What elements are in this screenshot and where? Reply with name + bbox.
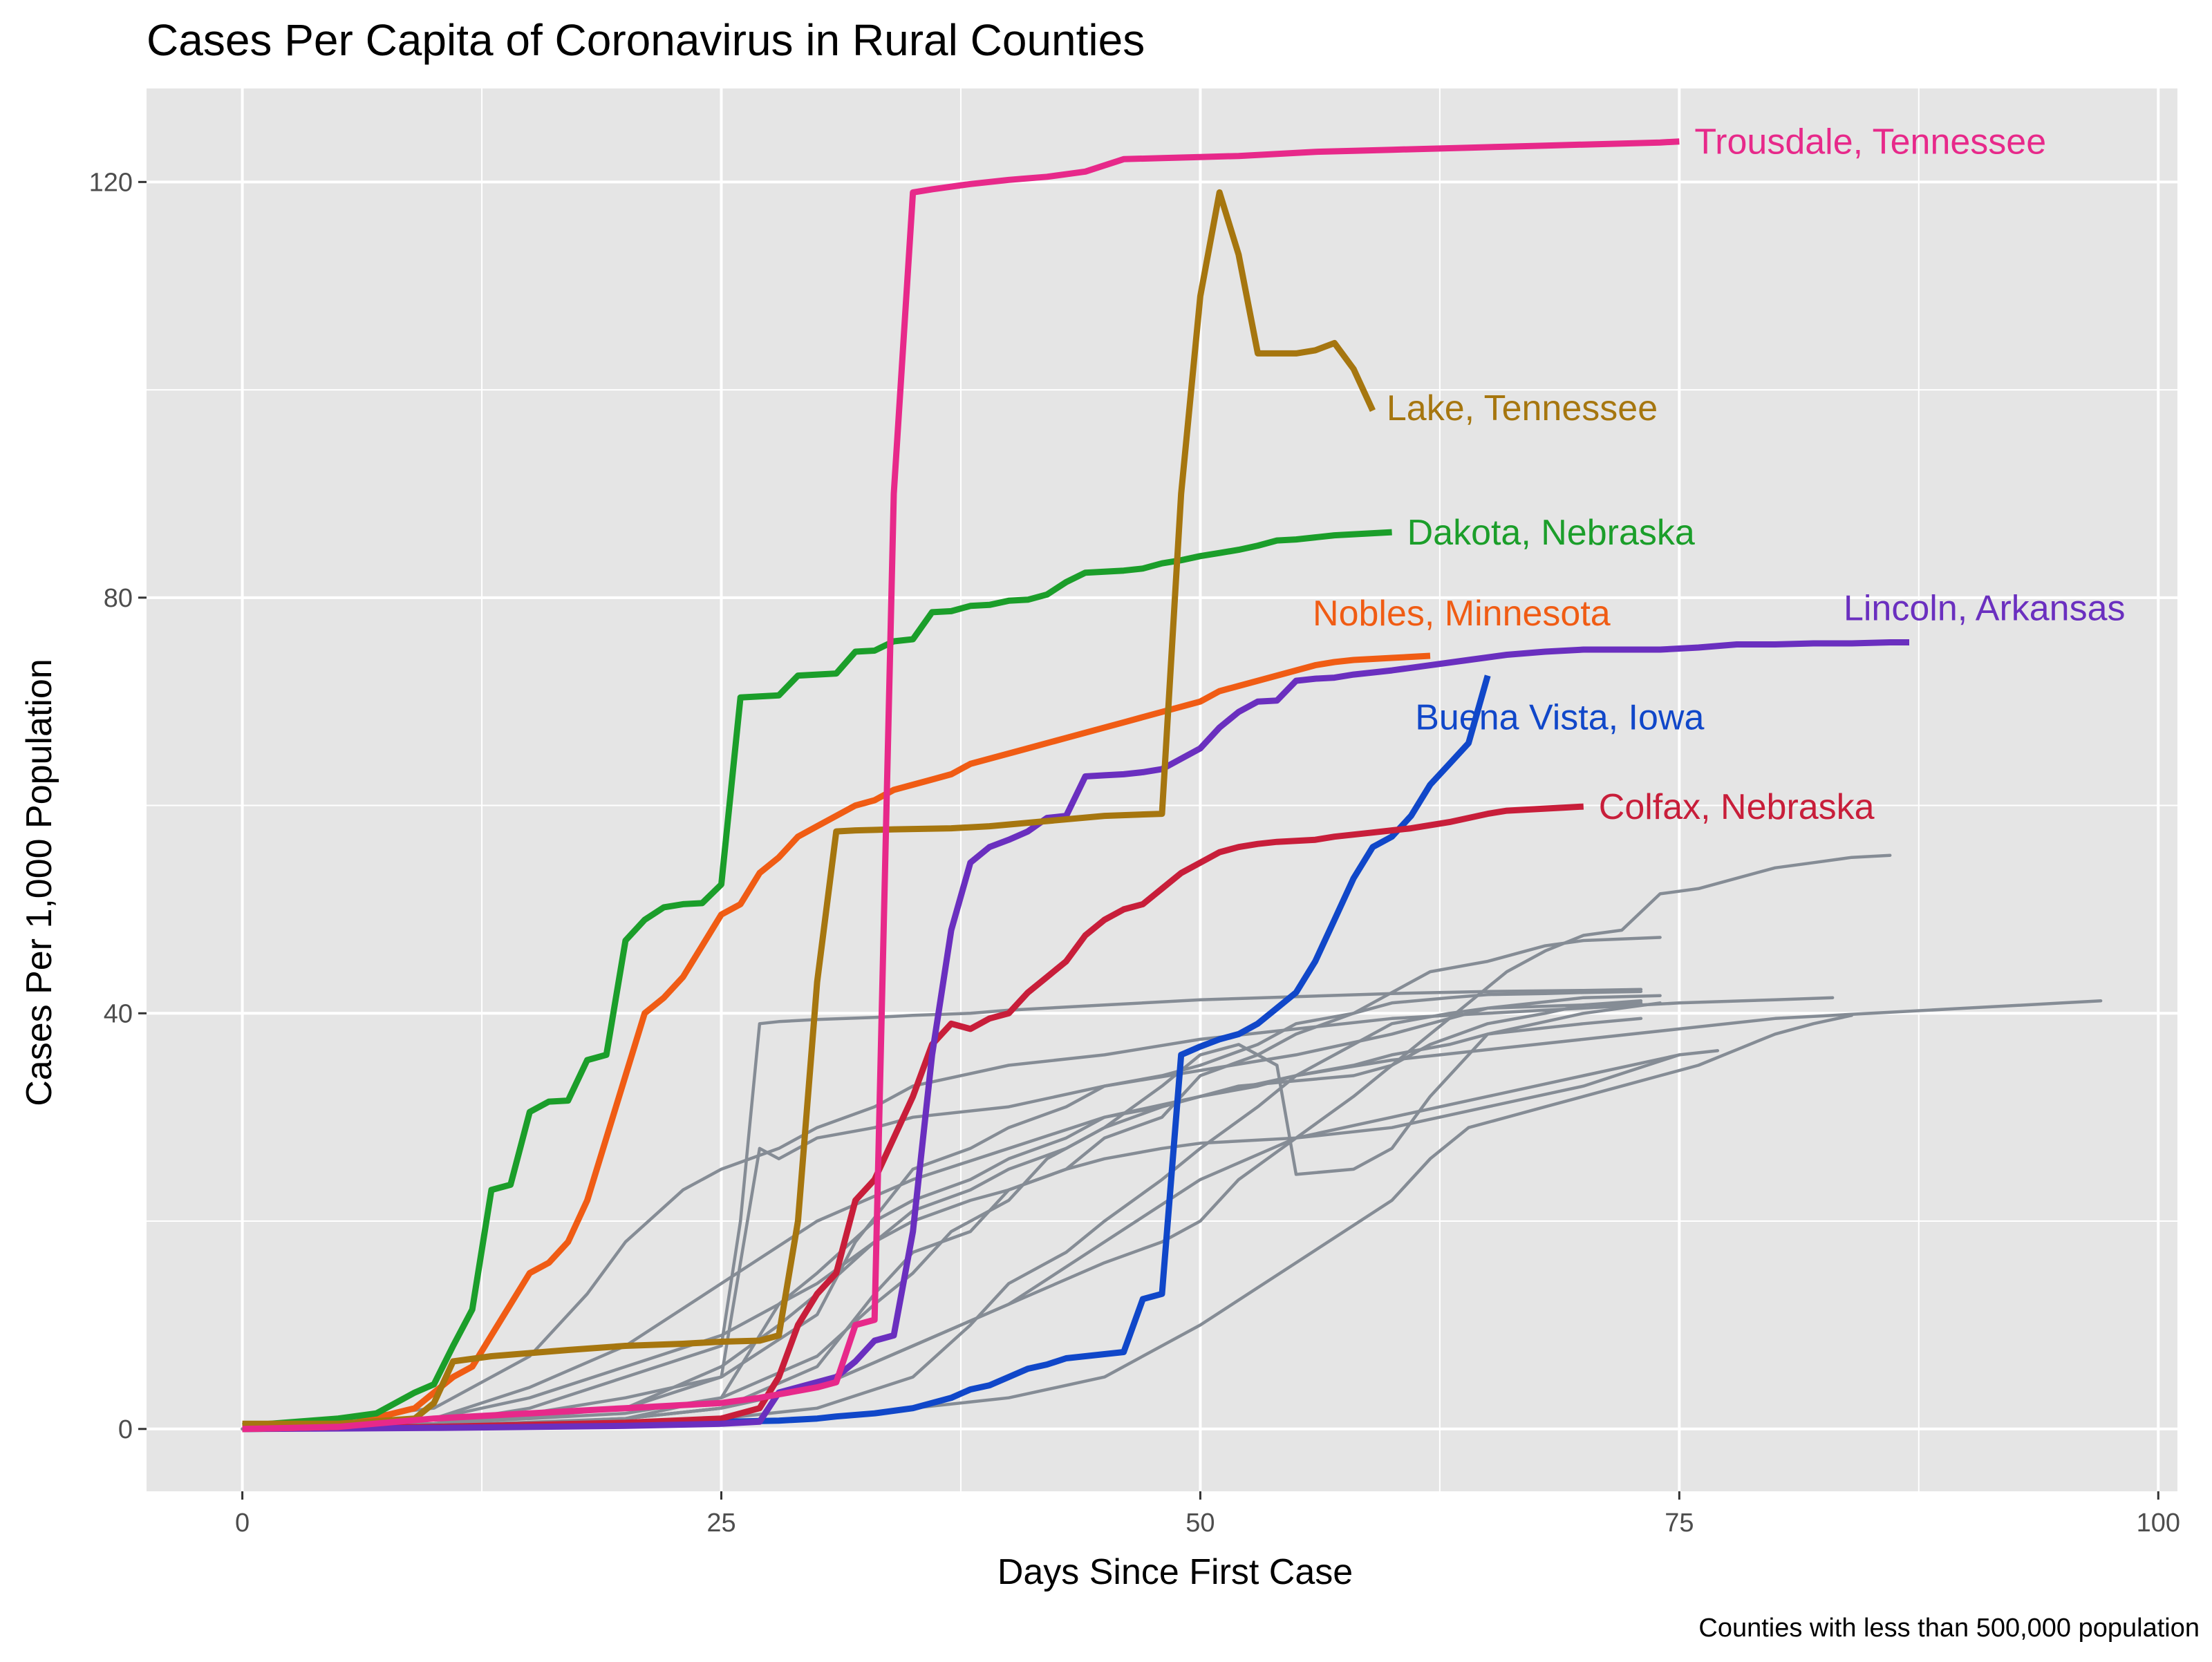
x-axis: 0 25 50 75 100 <box>235 1491 2180 1538</box>
grid-major <box>147 88 2177 1491</box>
series-label-buena-vista-iowa: Buena Vista, Iowa <box>1415 698 1704 738</box>
y-axis: 0 40 80 120 <box>89 168 147 1444</box>
background-series-line-1 <box>241 988 1643 1431</box>
series-label-nobles-minnesota: Nobles, Minnesota <box>1313 594 1611 634</box>
series-line-dakota-nebraska <box>242 529 1392 1429</box>
chart-caption: Counties with less than 500,000 populati… <box>1698 1614 2200 1643</box>
y-tick-label: 40 <box>104 999 133 1028</box>
x-tick-label: 25 <box>706 1509 735 1538</box>
series-line-buena-vista-iowa <box>242 674 1491 1433</box>
series-label-dakota-nebraska: Dakota, Nebraska <box>1407 513 1695 553</box>
y-tick-label: 80 <box>104 584 133 613</box>
x-axis-title: Days Since First Case <box>997 1552 1353 1592</box>
x-tick-label: 100 <box>2137 1509 2180 1538</box>
highlighted-series <box>242 138 1909 1433</box>
series-labels: Trousdale, Tennessee Lake, Tennessee Dakot… <box>1313 122 2126 827</box>
x-tick-label: 50 <box>1185 1509 1215 1538</box>
series-line-trousdale-tennessee <box>242 138 1680 1433</box>
chart-title: Cases Per Capita of Coronavirus in Rural… <box>147 15 1145 65</box>
series-line-lincoln-arkansas <box>242 639 1909 1433</box>
series-label-colfax-nebraska: Colfax, Nebraska <box>1599 787 1875 827</box>
x-tick-label: 0 <box>235 1509 250 1538</box>
series-label-lincoln-arkansas: Lincoln, Arkansas <box>1844 588 2126 628</box>
series-line-colfax-nebraska <box>242 803 1584 1433</box>
background-series-line-4 <box>241 994 1662 1431</box>
x-tick-label: 75 <box>1665 1509 1694 1538</box>
y-tick-label: 0 <box>118 1415 133 1444</box>
series-label-lake-tennessee: Lake, Tennessee <box>1387 388 1658 428</box>
series-line-nobles-minnesota <box>242 652 1431 1433</box>
series-line-lake-tennessee <box>242 189 1376 1427</box>
series-label-trousdale-tennessee: Trousdale, Tennessee <box>1694 122 2046 162</box>
y-tick-label: 120 <box>89 168 133 197</box>
y-axis-title: Cases Per 1,000 Population <box>19 659 59 1106</box>
background-series-line-13 <box>241 999 1643 1431</box>
background-series-line-10 <box>241 990 1643 1431</box>
background-series-line-14 <box>241 1053 1681 1431</box>
background-series-line-3 <box>241 996 1835 1431</box>
